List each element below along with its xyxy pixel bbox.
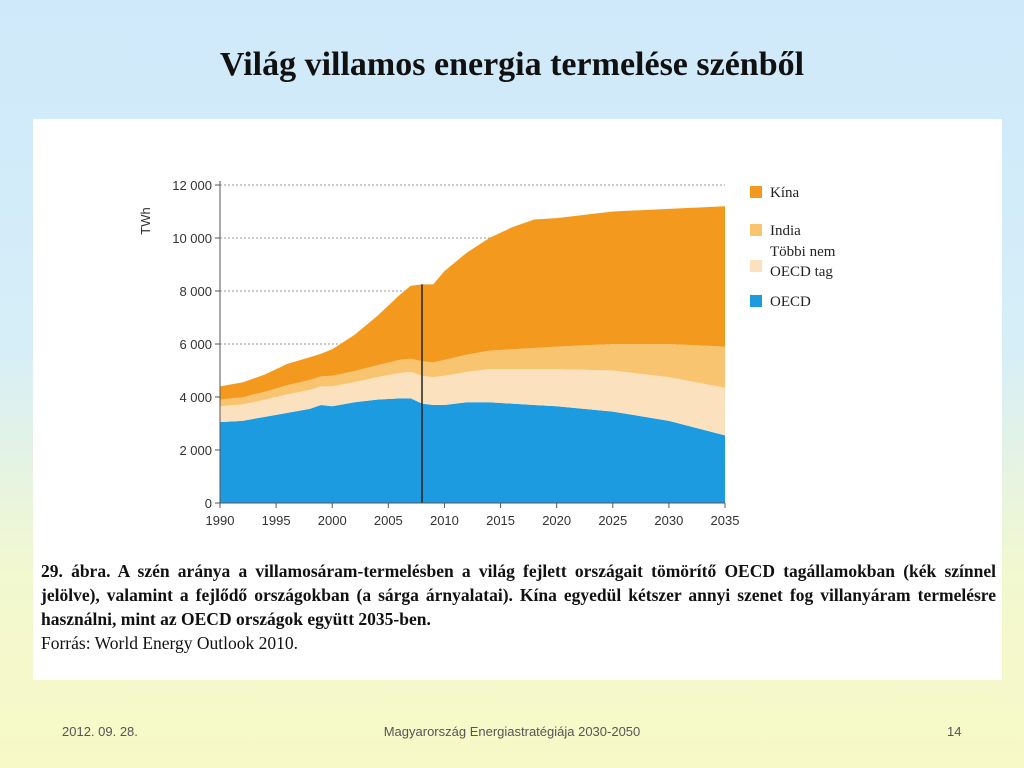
- x-tick-label: 2015: [486, 513, 515, 528]
- x-tick-label: 2025: [598, 513, 627, 528]
- x-tick-label: 1990: [206, 513, 235, 528]
- x-tick-label: 2005: [374, 513, 403, 528]
- y-tick-label: 8 000: [179, 284, 212, 299]
- caption-source: Forrás: World Energy Outlook 2010.: [41, 633, 299, 653]
- y-axis-label: TWh: [138, 207, 153, 234]
- legend-swatch: [750, 224, 762, 236]
- y-tick-label: 12 000: [172, 178, 212, 193]
- area-oecd: [220, 398, 725, 503]
- y-tick-label: 4 000: [179, 390, 212, 405]
- area-india: [220, 344, 725, 407]
- axes: 0 2 000 4 000 6 000 8 000 10 000 12 000 1990 199…: [138, 178, 739, 528]
- area-többi-nem-oecd-tag: [220, 369, 725, 436]
- y-tick-label: 10 000: [172, 231, 212, 246]
- legend-swatch: [750, 295, 762, 307]
- x-tick-label: 2010: [430, 513, 459, 528]
- stacked-area-chart: 0 2 000 4 000 6 000 8 000 10 000 12 000 1990 199…: [138, 178, 836, 528]
- figure-panel: 0 2 000 4 000 6 000 8 000 10 000 12 000 1990 199…: [33, 119, 1002, 680]
- area-kína: [220, 206, 725, 400]
- x-tick-label: 2000: [318, 513, 347, 528]
- y-tick-label: 2 000: [179, 443, 212, 458]
- legend-swatch: [750, 186, 762, 198]
- footer-title: Magyarország Energiastratégiája 2030-205…: [383, 724, 641, 739]
- footer-date: 2012. 09. 28.: [62, 724, 138, 739]
- area-series: [220, 206, 725, 503]
- caption-text: 29. ábra. A szén aránya a villamosáram-t…: [41, 561, 996, 629]
- x-tick-label: 1995: [262, 513, 291, 528]
- legend-label: OECD: [770, 294, 811, 310]
- y-tick-label: 0: [205, 496, 212, 511]
- legend: Kína India Többi nem OECD tag OECD: [750, 185, 836, 310]
- page-number: 14: [947, 724, 962, 739]
- legend-label: OECD tag: [770, 264, 833, 280]
- slide-title: Világ villamos energia termelése szénből: [219, 46, 805, 83]
- legend-label: Kína: [770, 185, 800, 201]
- x-tick-label: 2035: [711, 513, 740, 528]
- legend-swatch: [750, 260, 762, 272]
- legend-label: Többi nem: [770, 244, 836, 260]
- figure-caption: 29. ábra. A szén aránya a villamosáram-t…: [41, 559, 996, 655]
- x-tick-label: 2030: [654, 513, 683, 528]
- x-tick-label: 2020: [542, 513, 571, 528]
- legend-label: India: [770, 223, 801, 239]
- y-tick-label: 6 000: [179, 337, 212, 352]
